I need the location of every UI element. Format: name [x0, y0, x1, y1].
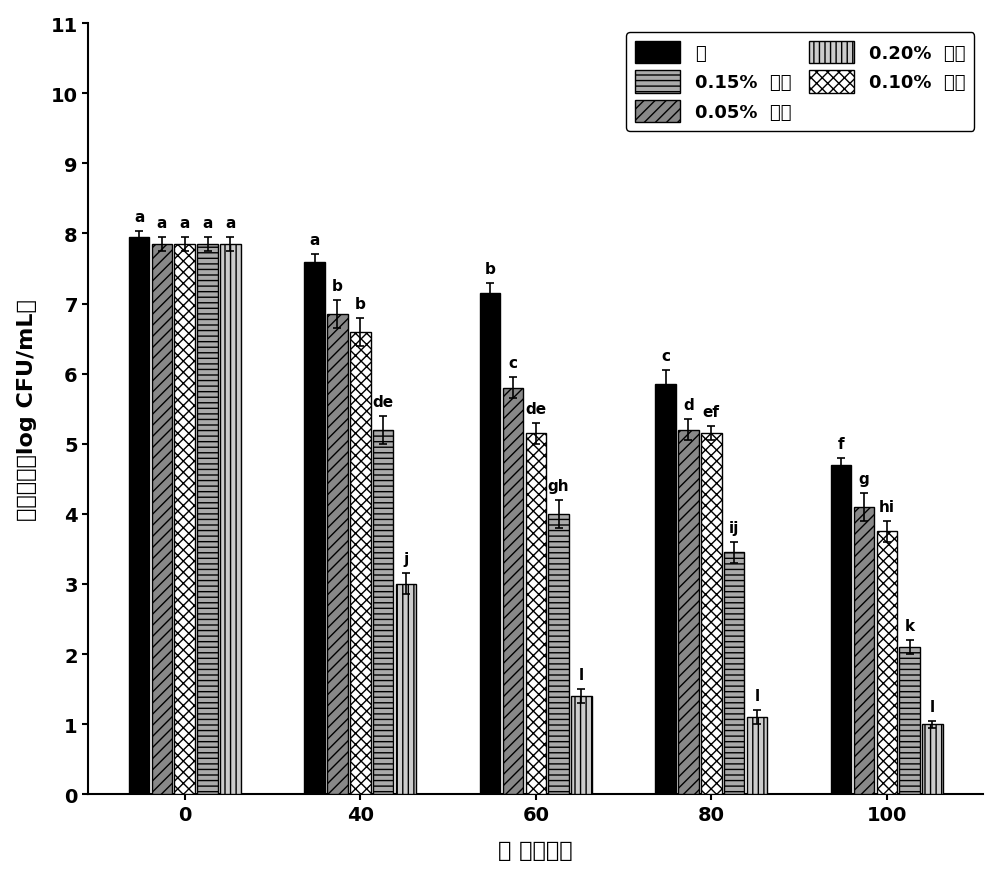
- Bar: [571, 696, 592, 795]
- Text: gh: gh: [548, 478, 569, 493]
- Text: l: l: [579, 667, 584, 682]
- Text: a: a: [157, 216, 167, 231]
- Text: g: g: [859, 471, 869, 486]
- Text: f: f: [838, 436, 844, 452]
- Text: c: c: [508, 356, 517, 371]
- Text: a: a: [134, 210, 144, 225]
- Bar: [503, 389, 523, 795]
- Bar: [350, 332, 371, 795]
- Text: de: de: [373, 395, 394, 410]
- Text: c: c: [661, 349, 670, 364]
- Legend: 水, 0.15%  乳酸, 0.05%  乳酸, 0.20%  乳酸, 0.10%  乳酸: 水, 0.15% 乳酸, 0.05% 乳酸, 0.20% 乳酸, 0.10% 乳…: [626, 33, 974, 132]
- Bar: [396, 584, 416, 795]
- Text: l: l: [930, 699, 935, 714]
- Text: hi: hi: [879, 499, 895, 514]
- Bar: [922, 724, 943, 795]
- Y-axis label: 沙门氏菌（log CFU/mL）: 沙门氏菌（log CFU/mL）: [17, 298, 37, 520]
- Text: a: a: [225, 216, 236, 231]
- Text: b: b: [485, 261, 496, 276]
- Bar: [655, 385, 676, 795]
- Bar: [701, 434, 722, 795]
- Bar: [678, 431, 699, 795]
- Bar: [152, 245, 172, 795]
- Text: a: a: [309, 233, 320, 248]
- Text: b: b: [355, 296, 366, 311]
- Text: b: b: [332, 279, 343, 294]
- Text: ef: ef: [703, 405, 720, 420]
- Bar: [831, 466, 851, 795]
- Text: ij: ij: [729, 520, 739, 535]
- Bar: [877, 531, 897, 795]
- Bar: [854, 507, 874, 795]
- Text: a: a: [202, 216, 213, 231]
- Bar: [480, 294, 500, 795]
- Text: a: a: [180, 216, 190, 231]
- Text: l: l: [754, 688, 759, 703]
- Bar: [747, 717, 767, 795]
- Bar: [220, 245, 241, 795]
- Bar: [174, 245, 195, 795]
- Bar: [197, 245, 218, 795]
- Text: de: de: [525, 402, 546, 417]
- Bar: [899, 647, 920, 795]
- X-axis label: 时 间（秒）: 时 间（秒）: [498, 840, 573, 860]
- Bar: [304, 262, 325, 795]
- Text: j: j: [403, 552, 409, 567]
- Bar: [526, 434, 546, 795]
- Bar: [373, 431, 393, 795]
- Bar: [129, 238, 149, 795]
- Bar: [724, 553, 744, 795]
- Bar: [548, 514, 569, 795]
- Text: k: k: [905, 618, 915, 633]
- Bar: [327, 315, 348, 795]
- Text: d: d: [683, 398, 694, 413]
